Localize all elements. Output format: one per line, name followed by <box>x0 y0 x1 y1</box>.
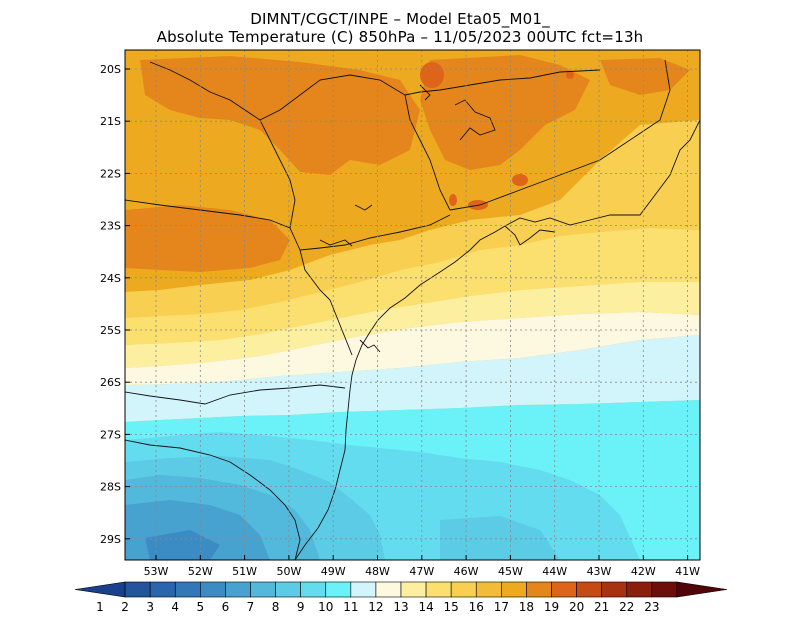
colorbar-label: 10 <box>318 600 333 614</box>
colorbar-label: 3 <box>146 600 154 614</box>
colorbar-segment <box>300 581 327 598</box>
colorbar-label: 19 <box>544 600 559 614</box>
lon-tick-label: 44W <box>542 565 567 578</box>
colorbar-segment <box>275 581 301 598</box>
lon-tick-label: 43W <box>587 565 612 578</box>
colorbar-label: 21 <box>594 600 609 614</box>
colorbar-label: 15 <box>444 600 459 614</box>
map-title-model: DIMNT/CGCT/INPE – Model Eta05_M01_ <box>250 10 550 28</box>
colorbar-label: 13 <box>393 600 408 614</box>
colorbar-label: 20 <box>569 600 584 614</box>
colorbar-label: 11 <box>343 600 358 614</box>
colorbar-label: 8 <box>272 600 280 614</box>
colorbar-segment <box>124 581 151 598</box>
colorbar-label: 9 <box>297 600 305 614</box>
lon-tick-label: 42W <box>631 565 656 578</box>
colorbar-label: 23 <box>644 600 659 614</box>
colorbar-label: 22 <box>619 600 634 614</box>
longitude-ticks: 53W 52W 51W 50W 49W 48W 47W 46W 45W 44W 43W 42W 41W <box>144 555 700 578</box>
colorbar-segment <box>225 581 251 598</box>
lon-tick-label: 46W <box>454 565 479 578</box>
lat-tick-label: 28S <box>100 481 121 494</box>
colorbar-segment <box>74 581 126 598</box>
temperature-field <box>125 50 700 560</box>
colorbar-label: 16 <box>469 600 484 614</box>
colorbar-label: 6 <box>222 600 230 614</box>
lon-tick-label: 41W <box>675 565 700 578</box>
colorbar-label: 12 <box>368 600 383 614</box>
map-frame <box>124 49 701 561</box>
colorbar-segment <box>576 581 602 598</box>
colorbar-segment <box>450 581 477 598</box>
lat-tick-label: 21S <box>100 115 121 128</box>
colorbar-segment <box>676 581 728 598</box>
lon-tick-label: 45W <box>498 565 523 578</box>
lon-tick-label: 52W <box>188 565 213 578</box>
colorbar-label: 2 <box>121 600 129 614</box>
lon-tick-label: 47W <box>409 565 434 578</box>
lat-tick-label: 25S <box>100 324 121 337</box>
lat-tick-label: 20S <box>100 63 121 76</box>
lat-tick-label: 24S <box>100 272 121 285</box>
colorbar-segment <box>475 581 502 598</box>
latitude-ticks: 20S 21S 22S 23S 24S 25S 26S 27S 28S 29S <box>100 63 130 546</box>
colorbar-label: 18 <box>519 600 534 614</box>
colorbar-segment <box>501 581 527 598</box>
colorbar-label: 7 <box>247 600 255 614</box>
colorbar-segment <box>325 581 352 598</box>
colorbar-segment <box>526 581 552 598</box>
colorbar-segment <box>400 581 427 598</box>
lon-tick-label: 49W <box>321 565 346 578</box>
colorbar-segment <box>601 581 628 598</box>
colorbar-segment <box>250 581 276 598</box>
colorbar-label: 5 <box>197 600 205 614</box>
lon-tick-label: 53W <box>144 565 169 578</box>
colorbar-segment <box>626 581 653 598</box>
colorbar-segment <box>200 581 226 598</box>
colorbar-label: 4 <box>171 600 179 614</box>
lat-tick-label: 26S <box>100 376 121 389</box>
colorbar-label: 14 <box>418 600 433 614</box>
colorbar-segment <box>651 581 678 598</box>
colorbar-segment <box>174 581 201 598</box>
colorbar-segment <box>375 581 402 598</box>
colorbar-segment <box>149 581 176 598</box>
lon-tick-label: 50W <box>276 565 301 578</box>
colorbar-segment <box>425 581 452 598</box>
map-title-field: Absolute Temperature (C) 850hPa – 11/05/… <box>156 28 644 46</box>
lat-tick-label: 27S <box>100 428 121 441</box>
colorbar-label: 17 <box>494 600 509 614</box>
lon-tick-label: 51W <box>232 565 257 578</box>
colorbar-segment <box>350 581 377 598</box>
graticule <box>125 50 700 560</box>
lat-tick-label: 23S <box>100 220 121 233</box>
lat-tick-label: 22S <box>100 167 121 180</box>
lon-tick-label: 48W <box>365 565 390 578</box>
colorbar-segment <box>551 581 577 598</box>
colorbar: 1 2 3 4 5 6 7 8 9 10 11 12 13 14 15 16 17 18 19 20 21 22 23 <box>74 581 728 614</box>
lat-tick-label: 29S <box>100 533 121 546</box>
colorbar-label: 1 <box>96 600 104 614</box>
